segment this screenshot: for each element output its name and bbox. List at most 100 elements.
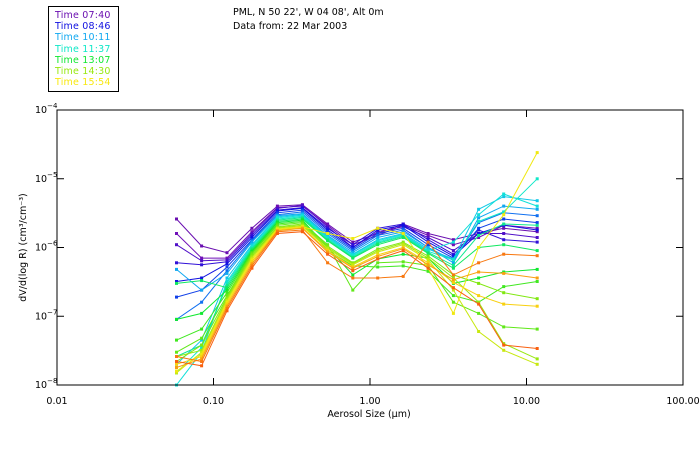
- data-point: [200, 279, 204, 283]
- series-12:30: [175, 217, 539, 290]
- y-tick-base: 10: [35, 174, 47, 185]
- data-point: [200, 256, 204, 260]
- data-point: [175, 350, 178, 354]
- legend-item: Time 11:37: [55, 43, 111, 55]
- data-point: [426, 258, 430, 262]
- data-point: [376, 257, 380, 261]
- data-point: [200, 338, 204, 342]
- data-point: [477, 232, 481, 235]
- data-point: [535, 151, 539, 155]
- data-point: [225, 300, 229, 304]
- data-point: [451, 261, 455, 265]
- data-point: [451, 273, 455, 277]
- y-axis-title: dV/d(log R) (cm³/cm⁻³): [18, 193, 29, 302]
- data-point: [300, 206, 304, 210]
- data-point: [376, 226, 380, 230]
- data-point: [376, 233, 380, 237]
- data-point: [175, 295, 178, 299]
- data-point: [451, 243, 455, 247]
- data-point: [401, 260, 405, 264]
- data-point: [200, 357, 204, 361]
- legend-item: Time 10:11: [55, 32, 111, 44]
- data-point: [351, 237, 355, 240]
- data-point: [351, 263, 355, 267]
- data-point: [535, 221, 539, 225]
- series-08:46: [175, 206, 539, 283]
- data-point: [477, 330, 481, 333]
- data-point: [376, 232, 380, 235]
- data-point: [401, 249, 405, 253]
- data-point: [535, 362, 539, 366]
- data-point: [477, 233, 481, 237]
- data-point: [535, 304, 539, 308]
- data-point: [502, 217, 506, 221]
- data-point: [175, 362, 178, 366]
- data-point: [477, 207, 481, 211]
- data-point: [451, 263, 455, 267]
- data-point: [200, 364, 204, 368]
- x-axis-title: Aerosol Size (µm): [327, 409, 410, 420]
- data-point: [300, 226, 304, 230]
- data-point: [250, 255, 254, 258]
- data-point: [376, 230, 380, 234]
- data-point: [250, 226, 254, 230]
- data-point: [426, 233, 430, 237]
- legend-item: Time 13:07: [55, 54, 111, 66]
- data-point: [175, 355, 178, 358]
- data-point: [451, 266, 455, 270]
- data-point: [175, 317, 178, 321]
- data-point: [535, 327, 539, 331]
- data-point: [175, 281, 178, 285]
- data-point: [326, 226, 330, 230]
- data-point: [225, 258, 229, 262]
- data-point: [535, 204, 539, 208]
- data-point: [502, 291, 506, 295]
- y-tick-label: 10−6: [35, 240, 58, 254]
- data-point: [351, 276, 355, 280]
- data-point: [225, 262, 229, 266]
- data-point: [535, 226, 539, 230]
- data-point: [225, 288, 229, 292]
- data-point: [451, 252, 455, 256]
- data-point: [426, 263, 430, 267]
- data-point: [351, 256, 355, 260]
- data-point: [175, 369, 178, 373]
- data-point: [451, 311, 455, 315]
- y-tick-exponent: −6: [47, 240, 58, 248]
- data-point: [451, 278, 455, 282]
- y-tick-base: 10: [35, 105, 47, 116]
- y-tick-label: 10−4: [35, 102, 58, 116]
- data-point: [426, 266, 430, 270]
- data-point: [477, 311, 481, 315]
- data-point: [376, 243, 380, 247]
- data-point: [401, 228, 405, 232]
- data-point: [225, 286, 229, 290]
- data-point: [426, 256, 430, 260]
- data-point: [376, 247, 380, 251]
- data-point: [477, 270, 481, 274]
- data-point: [351, 288, 355, 292]
- data-point: [250, 253, 254, 257]
- data-point: [376, 250, 380, 254]
- data-point: [200, 355, 204, 358]
- data-point: [175, 338, 178, 342]
- data-point: [451, 300, 455, 304]
- data-point: [326, 239, 330, 243]
- data-point: [225, 276, 229, 280]
- data-point: [426, 240, 430, 244]
- data-point: [535, 236, 539, 239]
- data-point: [300, 210, 304, 214]
- data-point: [275, 232, 279, 235]
- data-point: [426, 236, 430, 239]
- data-point: [225, 298, 229, 302]
- data-point: [376, 261, 380, 265]
- data-point: [351, 269, 355, 273]
- data-point: [351, 266, 355, 270]
- data-point: [426, 243, 430, 247]
- data-point: [275, 209, 279, 213]
- data-point: [502, 192, 506, 196]
- data-point: [502, 213, 506, 217]
- data-point: [451, 258, 455, 262]
- series-16:10: [175, 228, 539, 363]
- data-point: [502, 238, 506, 242]
